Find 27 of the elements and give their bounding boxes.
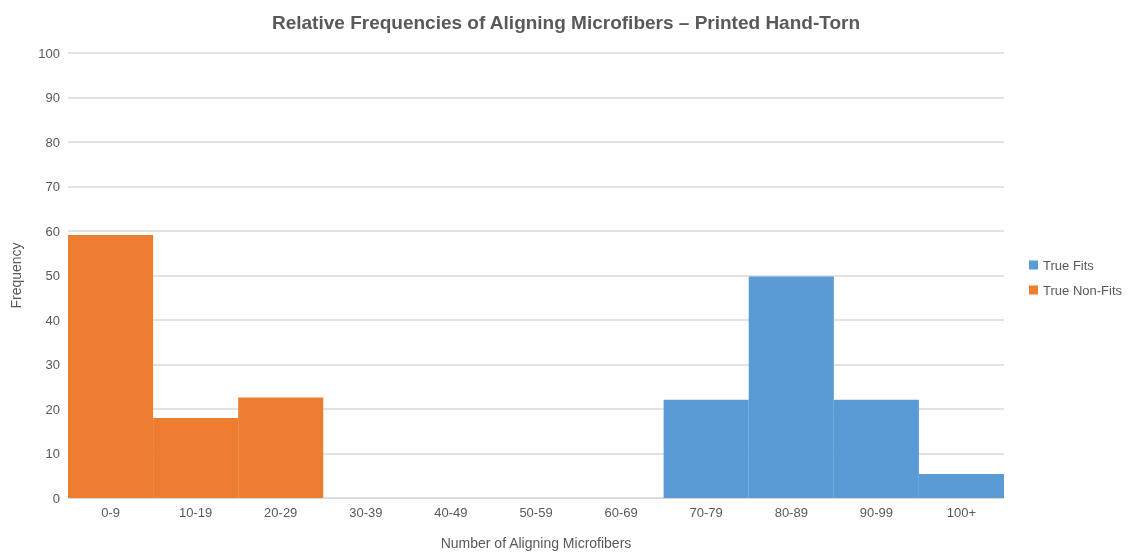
- x-tick-label: 90-99: [859, 505, 893, 520]
- y-tick-label: 30: [45, 357, 60, 372]
- legend-label: True Non-Fits: [1043, 282, 1123, 298]
- x-tick-label: 60-69: [604, 505, 638, 520]
- y-tick-label: 70: [45, 179, 60, 194]
- y-tick-label: 50: [45, 268, 60, 283]
- x-axis-title: Number of Aligning Microfibers: [440, 535, 632, 551]
- y-tick-label: 0: [52, 490, 60, 506]
- x-tick-label: 70-79: [689, 505, 723, 520]
- y-tick-label: 10: [45, 446, 60, 461]
- y-axis-title: Frequency: [8, 242, 24, 309]
- legend-label: True Fits: [1043, 257, 1095, 273]
- y-tick-label: 80: [45, 134, 60, 150]
- y-tick-label: 60: [45, 223, 60, 239]
- y-tick-label: 40: [45, 312, 60, 328]
- x-tick-label: 10-19: [179, 505, 213, 520]
- y-tick-label: 90: [45, 90, 60, 105]
- x-tick-label: 40-49: [434, 505, 468, 520]
- chart-title: Relative Frequencies of Aligning Microfibers – Printed Hand-Torn: [271, 12, 861, 33]
- y-tick-label: 100: [38, 45, 60, 61]
- x-tick-label: 80-89: [774, 505, 808, 520]
- x-tick-label: 20-29: [264, 505, 298, 520]
- y-tick-label: 20: [45, 401, 60, 417]
- x-tick-label: 30-39: [349, 505, 383, 520]
- x-tick-label: 0-9: [101, 505, 120, 520]
- x-tick-label: 50-59: [519, 505, 553, 520]
- x-tick-label: 100+: [946, 505, 977, 520]
